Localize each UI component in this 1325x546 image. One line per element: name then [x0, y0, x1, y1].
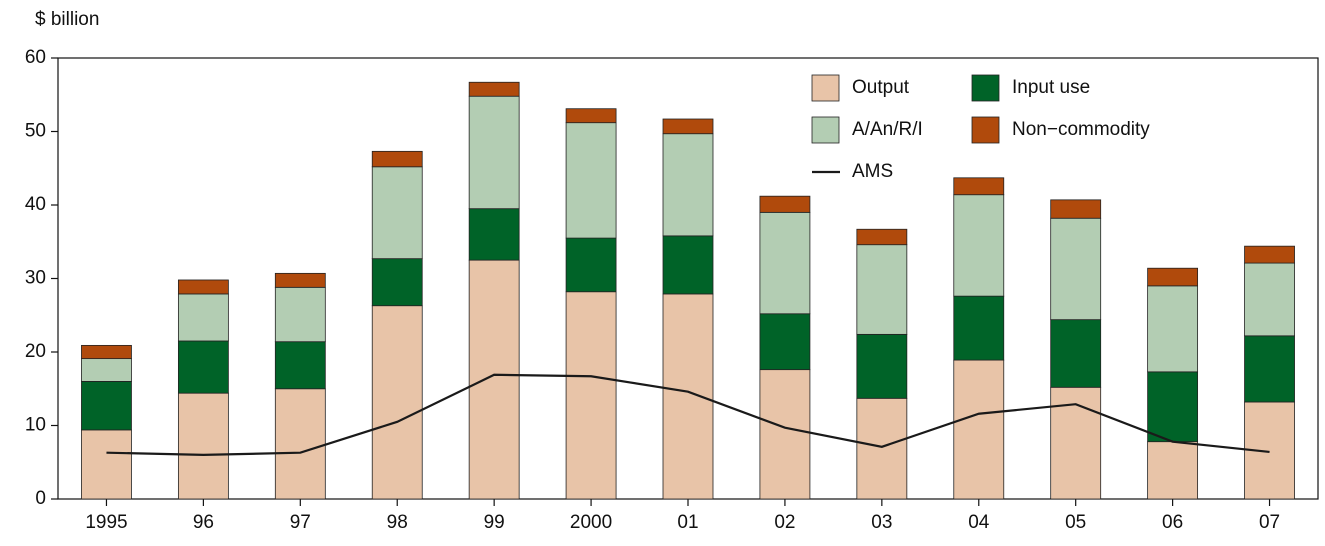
bar-segment	[953, 177, 1005, 196]
bar-segment	[468, 259, 520, 500]
bar-segment	[759, 369, 811, 500]
bar-segment	[371, 166, 423, 260]
bar-segment	[177, 392, 229, 500]
bar-segment	[1244, 245, 1295, 264]
bar-segment	[371, 150, 423, 168]
y-tick-label: 0	[35, 488, 46, 509]
bar-segment	[662, 133, 714, 237]
legend-swatch	[811, 74, 840, 102]
y-tick-label: 30	[25, 268, 46, 289]
legend-label: AMS	[852, 161, 893, 182]
x-tick-label: 02	[774, 512, 795, 533]
bar-segment	[1147, 285, 1199, 373]
bar-segment	[662, 118, 714, 135]
x-tick-label: 01	[677, 512, 698, 533]
x-tick-label: 2000	[570, 512, 612, 533]
bar-segment	[759, 313, 811, 371]
x-tick-label: 06	[1162, 512, 1183, 533]
legend-label: Input use	[1012, 77, 1090, 98]
x-tick-label: 07	[1259, 512, 1280, 533]
bar-segment	[1050, 199, 1102, 219]
x-tick-label: 99	[484, 512, 505, 533]
bar-segment	[953, 194, 1005, 297]
x-tick-label: 03	[871, 512, 892, 533]
bar-segment	[371, 305, 423, 500]
x-tick-label: 97	[290, 512, 311, 533]
x-tick-label: 96	[193, 512, 214, 533]
bar-segment	[274, 341, 326, 390]
bar-segment	[81, 358, 132, 382]
x-tick-label: 1995	[85, 512, 127, 533]
legend-swatch	[971, 116, 1000, 144]
bar-segment	[856, 244, 908, 335]
bar-segment	[1050, 319, 1102, 388]
y-tick-label: 60	[25, 47, 46, 68]
bar-segment	[662, 235, 714, 295]
bar-segment	[274, 286, 326, 343]
legend-label: Non−commodity	[1012, 119, 1150, 140]
bar-segment	[565, 122, 617, 239]
bar-segment	[274, 388, 326, 500]
bar-segment	[856, 397, 908, 500]
bar-segment	[177, 293, 229, 342]
bar-segment	[565, 108, 617, 124]
y-tick-label: 40	[25, 194, 46, 215]
bar-segment	[468, 208, 520, 261]
bar-segment	[759, 211, 811, 315]
x-tick-label: 05	[1065, 512, 1086, 533]
legend-label: A/An/R/I	[852, 119, 923, 140]
bar-segment	[468, 81, 520, 97]
bar-segment	[953, 359, 1005, 500]
bar-segment	[177, 340, 229, 394]
bar-segment	[856, 228, 908, 246]
x-tick-label: 04	[968, 512, 990, 533]
legend-swatch	[971, 74, 1000, 102]
bar-segment	[81, 380, 132, 431]
bar-segment	[953, 295, 1005, 361]
legend-swatch	[811, 116, 840, 144]
bar-segment	[565, 291, 617, 500]
bar-segment	[274, 272, 326, 288]
y-axis-label: $ billion	[35, 9, 99, 30]
bar-segment	[565, 237, 617, 293]
y-tick-label: 10	[25, 415, 46, 436]
bar-segment	[1147, 371, 1199, 443]
bar-segment	[81, 344, 132, 360]
bar-segment	[1050, 217, 1102, 321]
bar-segment	[759, 195, 811, 213]
bar-segment	[81, 429, 132, 500]
line	[106, 373, 1270, 457]
x-tick-label: 98	[387, 512, 408, 533]
y-tick-label: 20	[25, 341, 46, 362]
bar-segment	[468, 95, 520, 210]
legend-label: Output	[852, 77, 910, 98]
bar-segment	[1244, 335, 1295, 403]
bar-segment	[1147, 441, 1199, 500]
bar-segment	[856, 333, 908, 399]
bar-segment	[1147, 267, 1199, 287]
bar-segment	[177, 279, 229, 295]
bar-segment	[371, 258, 423, 307]
y-tick-label: 50	[25, 121, 46, 142]
bar-segment	[1244, 262, 1295, 337]
bar-segment	[662, 293, 714, 500]
